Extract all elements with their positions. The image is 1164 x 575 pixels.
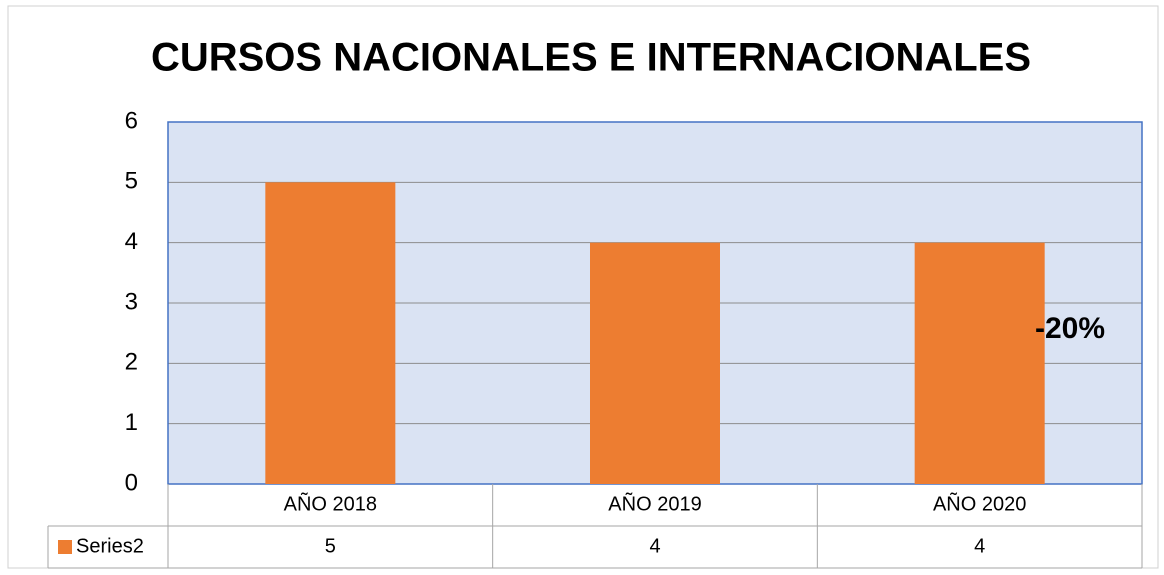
x-tick-label: AÑO 2020 bbox=[933, 491, 1026, 515]
chart-title: CURSOS NACIONALES E INTERNACIONALES bbox=[151, 36, 1031, 80]
y-tick-label: 3 bbox=[125, 288, 138, 315]
bar bbox=[265, 182, 396, 485]
y-tick-label: 0 bbox=[125, 469, 138, 496]
y-tick-label: 2 bbox=[125, 349, 138, 376]
legend-label: Series2 bbox=[76, 535, 144, 557]
legend-key bbox=[58, 540, 72, 554]
y-tick-label: 5 bbox=[125, 168, 138, 195]
bar bbox=[914, 242, 1045, 484]
table-value: 5 bbox=[325, 535, 336, 557]
table-value: 4 bbox=[649, 535, 660, 557]
bar bbox=[590, 242, 720, 484]
x-tick-label: AÑO 2019 bbox=[608, 491, 701, 515]
table-value: 4 bbox=[974, 535, 985, 557]
y-tick-label: 1 bbox=[125, 409, 138, 436]
y-tick-label: 6 bbox=[125, 107, 138, 134]
x-tick-label: AÑO 2018 bbox=[284, 491, 377, 515]
annotation: -20% bbox=[1035, 312, 1105, 345]
y-tick-label: 4 bbox=[125, 228, 138, 255]
